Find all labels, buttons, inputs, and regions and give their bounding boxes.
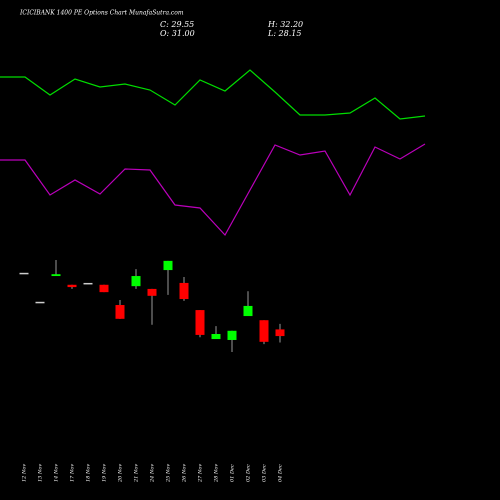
candle-body [35,301,45,304]
candle-body [131,276,141,287]
candle-body [67,284,77,288]
close-label: C: 29.55 [160,20,194,29]
candle-body [163,260,173,271]
x-tick-label: 01 Dec [230,464,236,482]
candle-body [99,284,109,293]
x-tick-label: 28 Nov [214,464,220,483]
candle-body [179,282,189,300]
x-tick-label: 13 Nov [38,464,44,482]
x-tick-label: 26 Nov [182,464,188,483]
indicator-line [0,69,426,120]
low-label: L: 28.15 [267,29,301,38]
candle-body [19,272,29,275]
candle-body [115,305,125,319]
chart-title: ICICIBANK 1400 PE Options Chart MunafaSu… [19,10,184,17]
x-tick-label: 03 Dec [262,464,268,482]
x-tick-label: 18 Nov [86,464,92,482]
candle-body [243,305,253,317]
x-tick-label: 02 Dec [246,464,252,482]
open-label: O: 31.00 [160,29,195,38]
x-tick-label: 12 Nov [22,464,28,482]
candle-body [275,329,285,337]
x-tick-label: 19 Nov [102,464,108,482]
candle-body [211,334,221,340]
x-tick-label: 25 Nov [166,464,172,483]
high-label: H: 32.20 [267,20,303,29]
candle-body [51,274,61,277]
x-tick-label: 20 Nov [118,464,124,483]
candle-body [227,330,237,340]
x-tick-label: 24 Nov [150,464,156,483]
candle-body [259,320,269,342]
x-tick-label: 21 Nov [134,464,140,483]
x-tick-label: 27 Nov [198,464,204,483]
indicator-line [0,143,426,237]
x-tick-label: 17 Nov [70,464,76,482]
candle-body [195,310,205,335]
candle-body [83,282,93,285]
candle-body [147,288,157,296]
x-tick-label: 04 Dec [278,464,284,482]
x-tick-label: 14 Nov [54,464,60,482]
